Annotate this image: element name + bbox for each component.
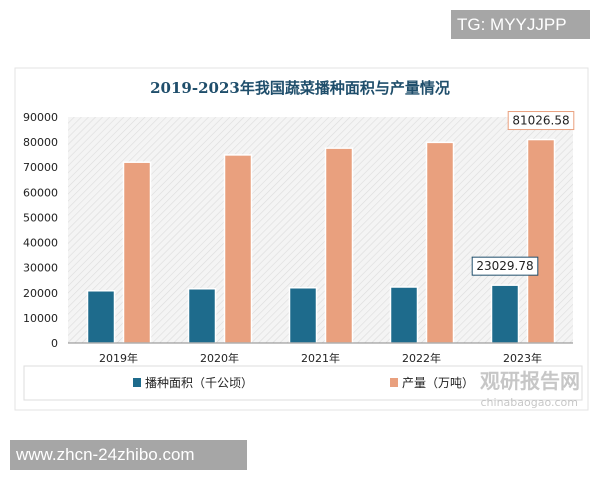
plot-area <box>68 117 573 343</box>
y-tick-label: 60000 <box>23 186 58 199</box>
x-tick-label: 2023年 <box>503 351 542 365</box>
y-tick-label: 40000 <box>23 237 58 250</box>
y-tick-label: 30000 <box>23 262 58 275</box>
bar-output-2021年 <box>324 147 354 344</box>
data-label-box <box>471 256 539 276</box>
y-tick-label: 80000 <box>23 136 58 149</box>
y-tick-label: 20000 <box>23 287 58 300</box>
y-tick-label: 10000 <box>23 312 58 325</box>
watermark-top: TG: MYYJJPP <box>451 10 590 39</box>
data-label: 23029.78 <box>476 259 533 273</box>
legend <box>23 365 583 401</box>
logo-name: 观研报告网 <box>480 369 580 393</box>
bar-output-2022年 <box>425 141 455 344</box>
x-tick-label: 2021年 <box>301 351 340 365</box>
bar-output-2023年 <box>526 138 556 344</box>
y-tick-label: 0 <box>51 337 58 350</box>
bar-area-2021年 <box>288 287 318 344</box>
x-tick-label: 2020年 <box>200 351 239 365</box>
x-tick-label: 2022年 <box>402 351 441 365</box>
logo-url: chinabaogao.com <box>481 396 579 409</box>
bar-area-2019年 <box>86 290 116 344</box>
legend-label: 产量（万吨） <box>402 376 474 390</box>
y-tick-label: 50000 <box>23 211 58 224</box>
bar-area-2023年 <box>490 284 520 344</box>
chart-title: 2019-2023年我国蔬菜播种面积与产量情况 <box>150 79 450 97</box>
y-tick-label: 70000 <box>23 161 58 174</box>
data-label-box <box>507 111 575 131</box>
legend-swatch <box>390 378 398 387</box>
x-tick-label: 2019年 <box>99 351 138 365</box>
logo-watermark: 观研报告网 chinabaogao.com <box>480 369 580 409</box>
legend-swatch <box>133 378 141 387</box>
y-tick-label: 90000 <box>23 111 58 124</box>
bar-output-2020年 <box>223 154 253 344</box>
bar-area-2020年 <box>187 288 217 344</box>
watermark-bottom: www.zhcn-24zhibo.com <box>10 440 247 470</box>
bar-area-2022年 <box>389 286 419 344</box>
legend-label: 播种面积（千公顷） <box>145 376 253 390</box>
bar-output-2019年 <box>122 161 152 344</box>
data-label: 81026.58 <box>512 114 569 128</box>
